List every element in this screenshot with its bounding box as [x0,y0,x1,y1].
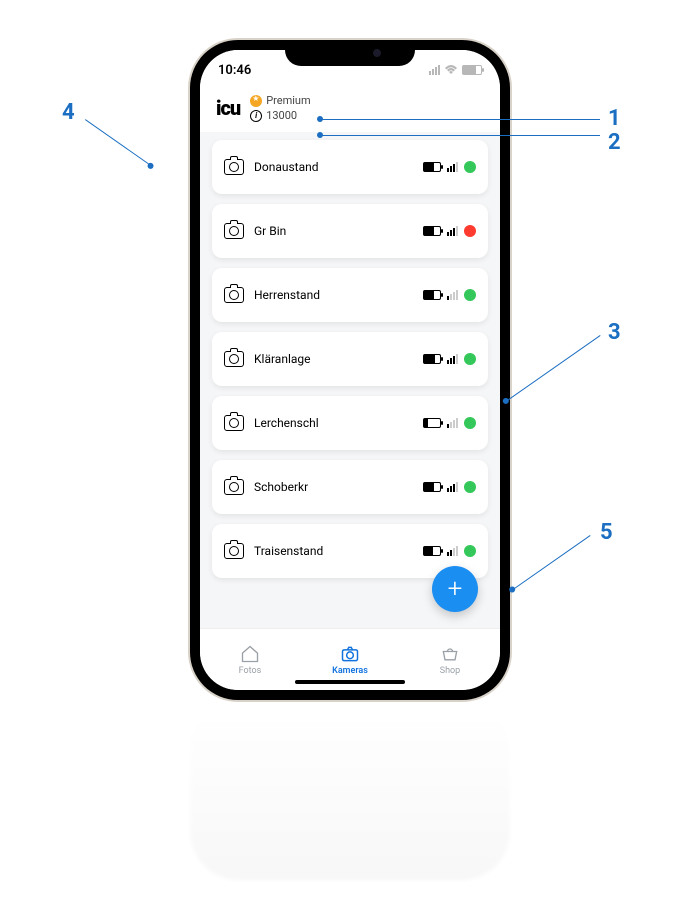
camera-indicators [423,353,476,365]
battery-icon [462,65,482,75]
camera-icon [224,415,244,431]
camera-name: Donaustand [254,160,413,174]
camera-indicators [423,161,476,173]
signal-strength-icon [447,482,458,492]
camera-name: Traisenstand [254,544,413,558]
signal-strength-icon [447,354,458,364]
camera-name: Herrenstand [254,288,413,302]
callout-1: 1 [608,106,621,131]
camera-name: Gr Bin [254,224,413,238]
app-logo: icu [216,96,240,120]
callout-3: 3 [608,320,621,345]
callout-line-5 [512,535,590,590]
camera-card[interactable]: Schoberkr [212,460,488,514]
camera-card[interactable]: Gr Bin [212,204,488,258]
nav-label: Shop [440,666,461,676]
status-dot [464,289,476,301]
app-header: icu Premium i 13000 [200,90,500,132]
camera-icon [224,287,244,303]
camera-list[interactable]: Donaustand Gr Bin Herrenstand Kläranlage Ler… [200,132,500,628]
signal-strength-icon [447,290,458,300]
premium-label: Premium [266,94,310,107]
premium-row[interactable]: Premium [250,94,310,107]
camera-card[interactable]: Herrenstand [212,268,488,322]
phone-frame: 10:46 icu Premium i 13000 Donau [190,40,510,700]
camera-card[interactable]: Kläranlage [212,332,488,386]
callout-line-2 [320,135,600,136]
status-dot [464,417,476,429]
camera-name: Schoberkr [254,480,413,494]
nav-item-shop[interactable]: Shop [400,629,500,690]
status-indicators [429,65,482,75]
camera-indicators [423,225,476,237]
camera-indicators [423,545,476,557]
battery-level-icon [423,354,441,364]
camera-icon [224,223,244,239]
signal-strength-icon [447,546,458,556]
status-dot [464,353,476,365]
battery-level-icon [423,290,441,300]
battery-level-icon [423,418,441,428]
camera-card[interactable]: Lerchenschl [212,396,488,450]
credits-value: 13000 [266,109,297,122]
camera-icon [224,479,244,495]
header-meta: Premium i 13000 [250,94,310,122]
callout-line-3 [506,335,601,402]
status-dot [464,161,476,173]
camera-indicators [423,417,476,429]
fotos-icon [239,644,261,664]
signal-strength-icon [447,226,458,236]
battery-level-icon [423,482,441,492]
battery-level-icon [423,546,441,556]
camera-name: Kläranlage [254,352,413,366]
battery-level-icon [423,162,441,172]
camera-card[interactable]: Donaustand [212,140,488,194]
camera-name: Lerchenschl [254,416,413,430]
nav-item-fotos[interactable]: Fotos [200,629,300,690]
credits-row[interactable]: i 13000 [250,109,310,122]
battery-level-icon [423,226,441,236]
status-time: 10:46 [218,63,251,78]
status-dot [464,545,476,557]
nav-label: Fotos [239,666,262,676]
callout-5: 5 [600,520,613,545]
star-icon [250,95,262,107]
callout-2: 2 [608,130,621,155]
callout-line-4 [85,119,151,166]
camera-indicators [423,289,476,301]
cellular-icon [429,65,440,75]
nav-label: Kameras [332,666,368,676]
shop-icon [439,644,461,664]
phone-notch [285,40,415,66]
kameras-icon [339,644,361,664]
callout-4: 4 [62,100,75,125]
add-camera-fab[interactable]: + [432,566,478,612]
callout-line-1 [320,119,600,120]
signal-strength-icon [447,418,458,428]
info-icon: i [250,110,262,122]
plus-icon: + [448,574,463,604]
camera-icon [224,159,244,175]
status-dot [464,225,476,237]
camera-icon [224,351,244,367]
wifi-icon [444,65,458,75]
home-indicator [295,680,405,684]
status-dot [464,481,476,493]
camera-icon [224,543,244,559]
signal-strength-icon [447,162,458,172]
camera-indicators [423,481,476,493]
app-screen: 10:46 icu Premium i 13000 Donau [200,50,500,690]
